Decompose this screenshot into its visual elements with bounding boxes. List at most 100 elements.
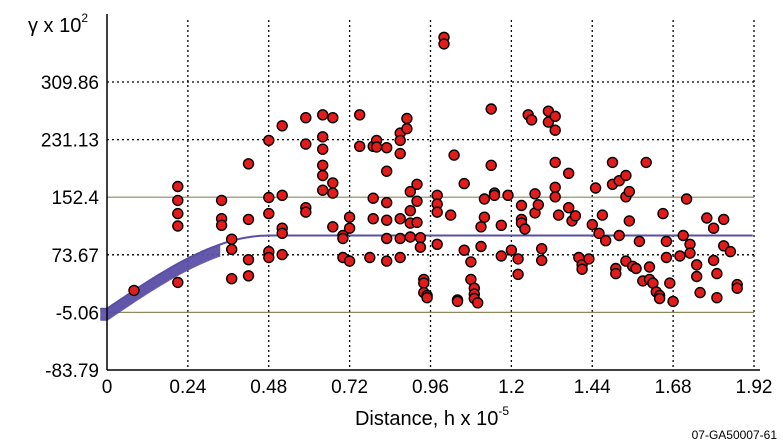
data-point [317,184,329,196]
data-point [677,229,689,242]
data-point [664,277,676,289]
model-band-line [100,247,221,313]
y-tick-label: 152.4 [51,188,99,209]
data-point [529,188,541,200]
data-point [343,222,356,234]
x-tick-label: 0.96 [412,377,449,398]
data-point [475,221,487,233]
x-axis-title: Distance, h x 10-5 [355,404,509,430]
data-point [525,114,538,126]
data-point [472,297,484,309]
data-point [549,181,561,194]
y-axis-title: γ x 102 [28,11,88,37]
data-point [563,201,575,214]
data-point [512,268,524,280]
data-point [431,238,443,251]
x-tick-label: 1.2 [498,377,524,398]
data-point [381,214,393,226]
data-point [263,207,275,220]
y-tick-label: 231.13 [41,131,99,152]
data-point [317,109,329,121]
data-point [172,180,184,193]
model-band-line [100,253,221,320]
data-point [495,250,507,262]
data-point [337,232,349,245]
data-point [381,232,393,245]
data-point [505,244,518,256]
y-tick-label: 309.86 [41,73,99,94]
x-tick-label: 0.48 [250,377,287,398]
data-point [411,178,423,191]
data-point [242,213,255,226]
data-point [667,295,679,308]
data-point [549,156,561,169]
data-point [691,259,703,271]
data-point [711,292,723,304]
data-point [317,143,329,155]
figure-id: 07-GA50007-61 [692,428,778,442]
data-point [495,219,507,232]
data-point [657,207,669,220]
data-point [172,276,184,289]
model-band-line [100,249,221,315]
data-point [606,156,619,169]
x-tick-label: 0.72 [331,377,368,398]
data-point [242,270,255,282]
data-point [225,273,238,285]
data-point [381,165,393,177]
model-band-line [100,252,221,319]
data-point [381,141,393,154]
data-point [263,191,275,204]
model-band-line [100,248,221,314]
data-points [128,31,743,309]
data-point [354,109,366,121]
x-tick-label: 1.68 [655,377,692,398]
data-point [502,189,514,202]
x-tick-label: 1.92 [736,377,773,398]
data-point [701,212,713,224]
data-point [583,253,595,265]
data-point [276,189,288,202]
data-point [643,261,656,273]
data-point [478,193,491,205]
data-point [215,194,228,207]
data-point [519,223,531,235]
data-point [660,235,673,248]
data-point [276,227,288,240]
data-point [276,120,288,132]
data-point [630,262,642,275]
data-point [445,209,457,221]
data-point [596,209,609,221]
data-point [343,255,356,267]
data-point [589,182,602,194]
data-point [478,211,491,223]
data-point [549,110,561,123]
data-point [263,134,275,147]
data-point [128,284,140,297]
data-point [711,267,723,280]
data-point [401,112,413,125]
data-point [680,193,693,205]
data-point [512,253,524,265]
data-point [381,196,393,209]
data-point [225,233,238,245]
data-point [731,282,743,294]
data-point [394,251,406,264]
data-point [172,207,184,220]
data-point [327,177,339,189]
data-point [411,195,423,207]
model-band-line [100,246,221,313]
data-point [532,199,544,211]
data-point [418,277,430,289]
data-point [674,250,686,262]
data-point [300,111,312,124]
data-point [411,216,423,229]
model-band-line [100,255,221,321]
data-point [475,240,487,253]
data-point [394,232,406,245]
data-point [707,254,720,267]
data-point [394,134,406,147]
x-tick-label: 0 [102,377,113,398]
data-point [172,220,184,232]
